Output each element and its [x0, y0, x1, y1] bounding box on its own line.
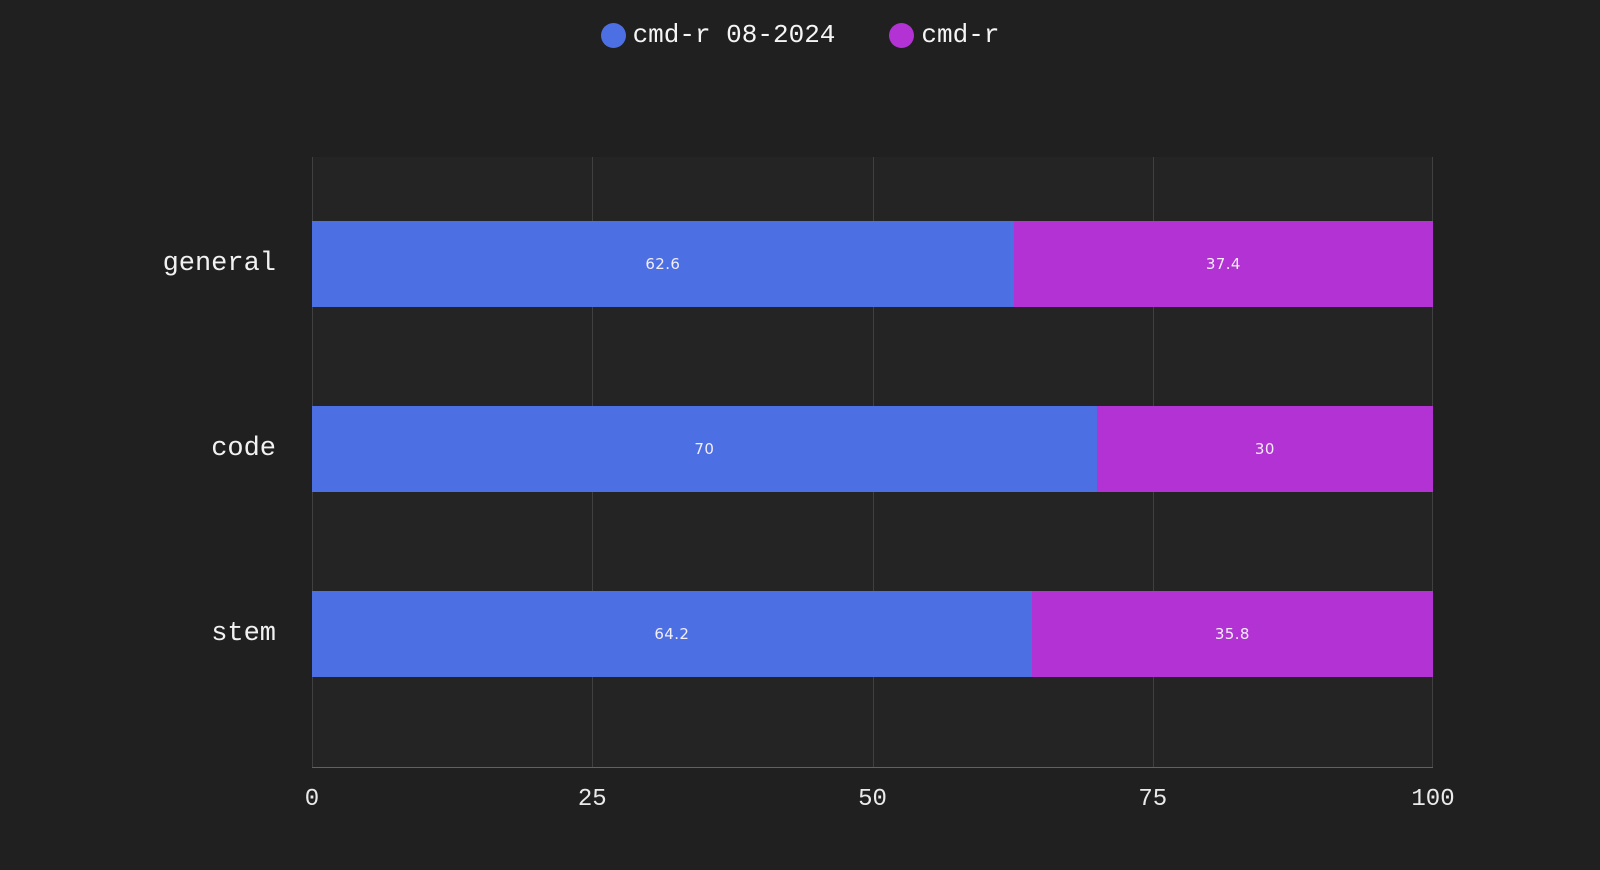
bar-segment-general-cmd-r: 37.4 [1013, 221, 1433, 307]
x-tick-label-0: 0 [304, 786, 320, 813]
x-tick-label-75: 75 [1138, 786, 1168, 813]
plot-area: 62.6 37.4 70 30 64.2 35.8 [312, 157, 1433, 768]
bar-value-label: 37.4 [1205, 255, 1241, 273]
x-tick-label-25: 25 [577, 786, 607, 813]
bar-segment-general-cmd-r-08-2024: 62.6 [312, 221, 1014, 307]
bar-value-label: 70 [694, 440, 715, 458]
bar-value-label: 35.8 [1214, 625, 1250, 643]
bar-row-code: 70 30 [312, 406, 1433, 492]
bar-row-stem: 64.2 35.8 [312, 591, 1433, 677]
category-label-stem: stem [211, 619, 276, 649]
legend-swatch-icon [889, 22, 915, 48]
bar-segment-stem-cmd-r: 35.8 [1031, 591, 1433, 677]
bar-value-label: 30 [1254, 440, 1275, 458]
x-tick-label-50: 50 [858, 786, 887, 813]
legend-item-label: cmd-r 08-2024 [632, 20, 836, 50]
legend-item-label: cmd-r [921, 20, 1000, 50]
legend-item-cmd-r-08-2024[interactable]: cmd-r 08-2024 [600, 20, 836, 50]
legend: cmd-r 08-2024 cmd-r [0, 22, 1600, 48]
x-tick-label-100: 100 [1411, 786, 1455, 813]
category-label-general: general [162, 249, 276, 279]
bar-segment-code-cmd-r: 30 [1096, 406, 1433, 492]
bar-value-label: 62.6 [645, 255, 681, 273]
bar-row-general: 62.6 37.4 [312, 221, 1433, 307]
legend-item-cmd-r[interactable]: cmd-r [889, 22, 999, 48]
bar-segment-stem-cmd-r-08-2024: 64.2 [312, 591, 1032, 677]
bar-value-label: 64.2 [654, 625, 690, 643]
bar-segment-code-cmd-r-08-2024: 70 [312, 406, 1097, 492]
category-label-code: code [211, 434, 276, 464]
legend-swatch-icon [600, 22, 626, 48]
